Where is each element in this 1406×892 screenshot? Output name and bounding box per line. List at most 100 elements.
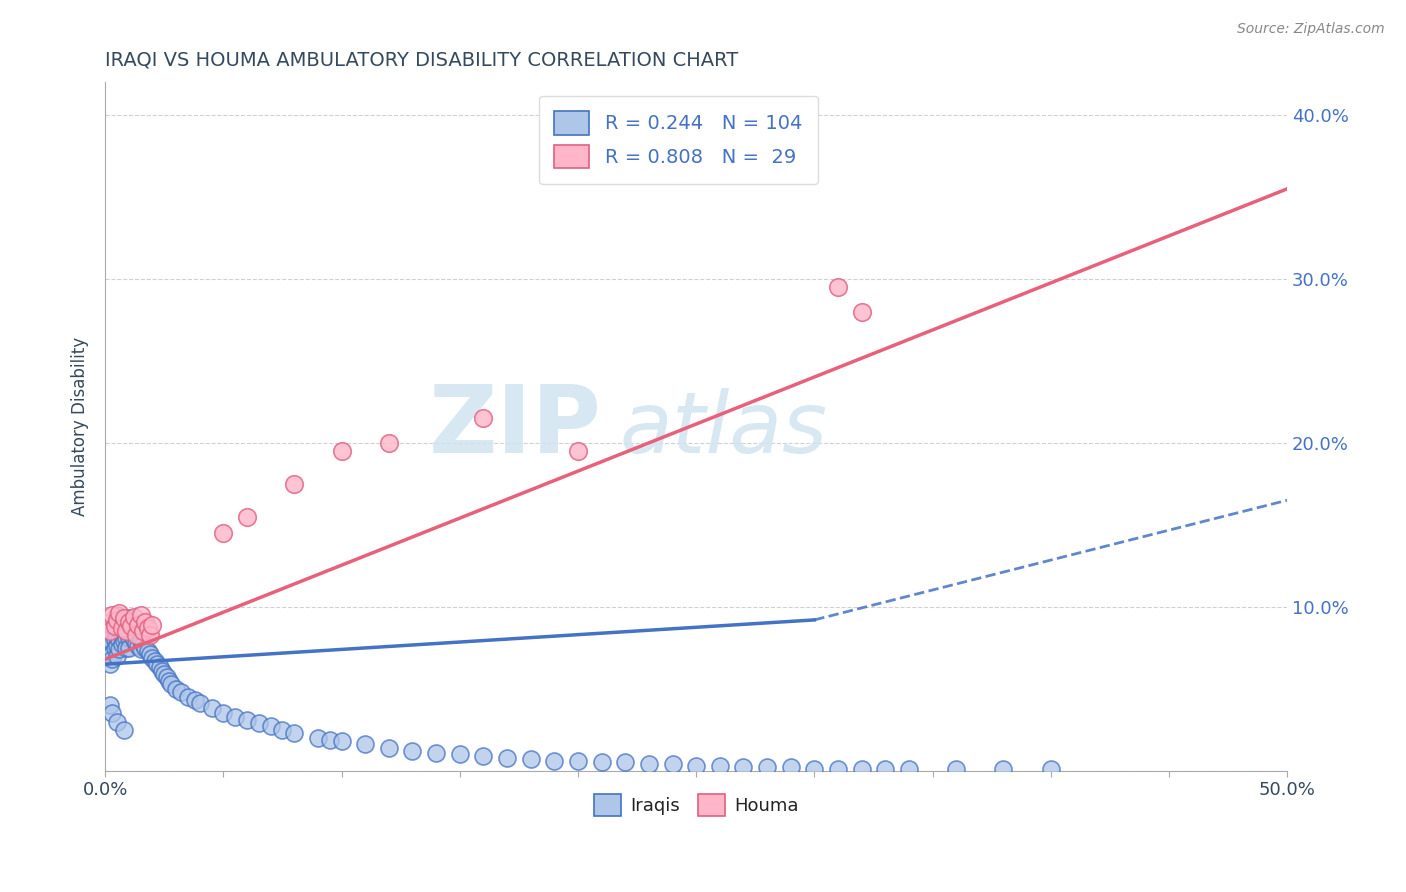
Point [148, 660, 170, 674]
Point [519, 752, 541, 766]
Point [105, 613, 128, 627]
Point [236, 509, 259, 524]
Point [236, 713, 259, 727]
Point [111, 638, 134, 652]
Point [146, 657, 169, 672]
Point [97, 616, 120, 631]
Point [425, 746, 447, 760]
Point [129, 632, 152, 647]
Legend: Iraqis, Houma: Iraqis, Houma [586, 787, 806, 823]
Point [851, 305, 873, 319]
Point [143, 654, 166, 668]
Point [105, 639, 128, 653]
Point [165, 681, 187, 696]
Point [283, 726, 305, 740]
Point [98, 632, 121, 647]
Point [98, 624, 121, 639]
Point [105, 648, 128, 663]
Point [141, 617, 163, 632]
Point [330, 734, 353, 748]
Point [104, 624, 127, 639]
Point [104, 616, 127, 631]
Point [897, 762, 920, 776]
Point [472, 748, 495, 763]
Point [115, 621, 138, 635]
Point [112, 615, 135, 629]
Point [118, 640, 141, 655]
Point [709, 758, 731, 772]
Text: IRAQI VS HOUMA AMBULATORY DISABILITY CORRELATION CHART: IRAQI VS HOUMA AMBULATORY DISABILITY COR… [105, 51, 738, 70]
Y-axis label: Ambulatory Disability: Ambulatory Disability [72, 337, 89, 516]
Text: atlas: atlas [619, 388, 827, 472]
Point [733, 760, 755, 774]
Point [97, 640, 120, 655]
Point [283, 476, 305, 491]
Point [111, 628, 134, 642]
Point [129, 607, 152, 622]
Point [127, 629, 149, 643]
Point [153, 667, 176, 681]
Point [378, 436, 401, 450]
Point [125, 626, 148, 640]
Point [271, 723, 294, 737]
Point [170, 685, 193, 699]
Point [111, 619, 134, 633]
Point [139, 628, 162, 642]
Point [779, 760, 801, 774]
Point [260, 719, 283, 733]
Point [122, 623, 145, 637]
Point [638, 757, 661, 772]
Point [104, 640, 127, 655]
Point [105, 619, 128, 633]
Point [150, 664, 173, 678]
Point [129, 642, 152, 657]
Point [104, 619, 127, 633]
Point [1039, 762, 1062, 776]
Point [108, 642, 131, 657]
Point [98, 657, 121, 672]
Point [120, 619, 142, 633]
Point [112, 611, 135, 625]
Point [212, 526, 235, 541]
Point [567, 754, 589, 768]
Point [141, 650, 163, 665]
Point [993, 762, 1015, 776]
Point [378, 740, 401, 755]
Point [591, 756, 613, 770]
Point [115, 640, 138, 655]
Point [118, 611, 141, 625]
Point [851, 762, 873, 776]
Point [307, 731, 329, 745]
Point [685, 758, 707, 772]
Point [247, 716, 270, 731]
Point [122, 632, 145, 647]
Point [827, 280, 849, 294]
Point [134, 640, 156, 655]
Point [101, 607, 124, 622]
Point [105, 714, 128, 729]
Point [112, 634, 135, 648]
Point [122, 609, 145, 624]
Point [827, 762, 849, 776]
Point [156, 670, 179, 684]
Point [756, 760, 779, 774]
Point [108, 623, 131, 637]
Point [108, 613, 131, 627]
Point [105, 629, 128, 643]
Point [98, 648, 121, 663]
Point [496, 750, 519, 764]
Point [224, 709, 246, 723]
Point [139, 648, 162, 662]
Point [104, 632, 127, 647]
Point [101, 646, 124, 660]
Point [157, 673, 180, 688]
Point [115, 631, 138, 645]
Point [945, 762, 967, 776]
Point [354, 738, 377, 752]
Point [449, 747, 471, 762]
Point [112, 723, 135, 737]
Point [101, 629, 124, 643]
Point [803, 762, 825, 776]
Point [101, 652, 124, 666]
Point [200, 701, 222, 715]
